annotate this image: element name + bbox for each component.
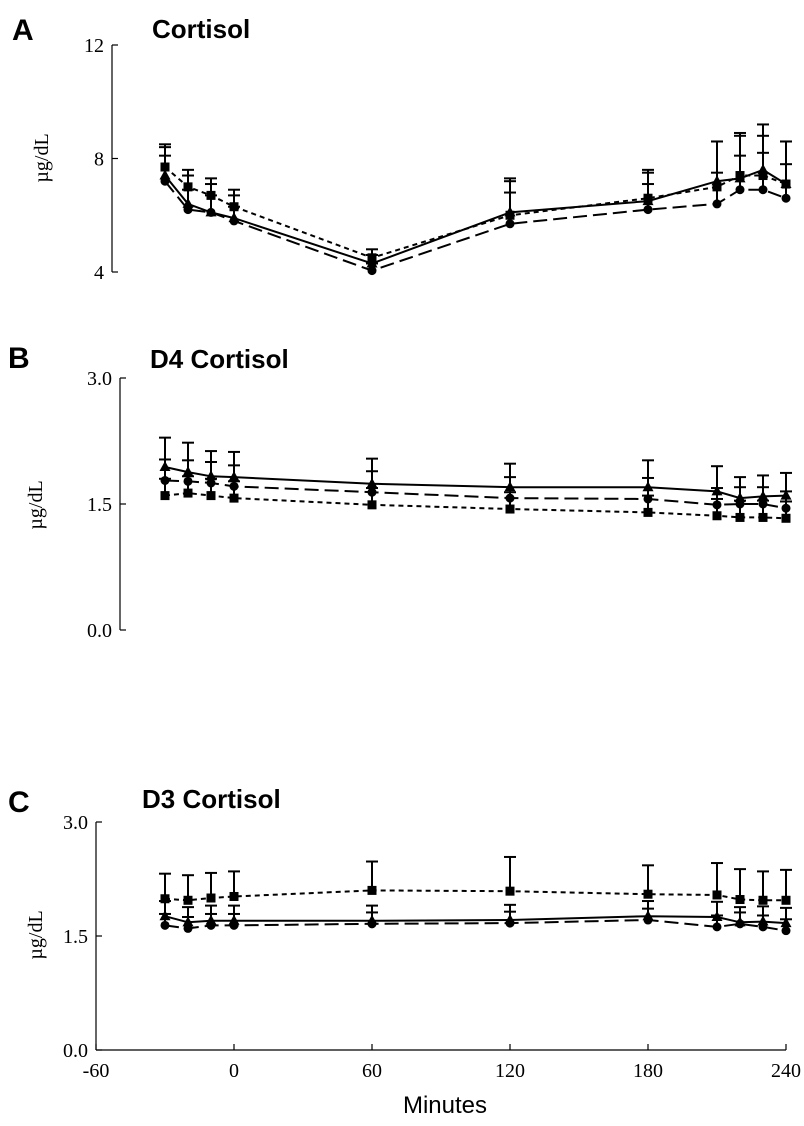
x-tick-label: 120 — [495, 1060, 525, 1082]
data-point — [505, 886, 515, 896]
x-tick-label: 60 — [362, 1060, 382, 1082]
series-line — [164, 889, 786, 902]
data-point — [206, 491, 216, 501]
data-point — [367, 253, 377, 263]
y-tick-label: 4 — [94, 262, 104, 284]
data-point — [712, 199, 722, 209]
series-line — [164, 479, 787, 510]
data-point — [781, 895, 791, 905]
series-line — [164, 466, 787, 500]
x-tick-label: -60 — [83, 1060, 110, 1082]
data-point — [183, 895, 193, 905]
data-point — [367, 885, 377, 895]
data-point — [735, 512, 745, 522]
data-point — [367, 919, 377, 929]
y-axis-label: µg/dL — [25, 910, 47, 959]
series-square — [159, 475, 792, 523]
data-point — [505, 219, 515, 229]
y-tick-label: 1.5 — [87, 494, 112, 516]
data-point — [735, 185, 745, 195]
data-point — [183, 488, 193, 498]
series-line — [164, 168, 787, 265]
panel-letter: A — [12, 14, 34, 47]
x-tick-label: 240 — [771, 1060, 801, 1082]
data-point — [643, 193, 653, 203]
panel-b: B D4 Cortisol µg/dL 0.0 1.5 3.0 — [8, 342, 792, 642]
series-line — [164, 166, 787, 259]
data-point — [183, 205, 193, 215]
series-circle — [159, 907, 792, 936]
data-point — [229, 202, 239, 212]
data-point — [183, 182, 193, 192]
data-point — [183, 923, 193, 933]
data-point — [206, 190, 216, 200]
data-point — [160, 491, 170, 501]
panel-letter: B — [8, 342, 30, 375]
y-axis-label: µg/dL — [31, 133, 53, 182]
y-tick-label: 8 — [94, 149, 104, 171]
data-point — [229, 920, 239, 930]
data-point — [229, 493, 239, 503]
panel-letter: C — [8, 786, 30, 819]
data-point — [206, 920, 216, 930]
panel-title: Cortisol — [152, 14, 250, 44]
data-point — [367, 266, 377, 276]
data-point — [781, 513, 791, 523]
x-tick-label: 180 — [633, 1060, 663, 1082]
data-point — [735, 171, 745, 181]
series-line — [164, 915, 787, 925]
y-tick-label: 12 — [84, 35, 104, 57]
data-point — [712, 182, 722, 192]
data-point — [735, 919, 745, 929]
data-point — [160, 176, 170, 186]
y-tick-label: 1.5 — [63, 926, 88, 948]
y-tick-label: 0.0 — [63, 1040, 88, 1062]
data-point — [781, 926, 791, 936]
data-point — [758, 185, 768, 195]
data-point — [781, 193, 791, 203]
data-point — [758, 895, 768, 905]
panel-c: C D3 Cortisol µg/dL 0.0 1.5 3.0 -60 0 60 120 18… — [8, 784, 801, 1082]
data-point — [758, 922, 768, 932]
data-point — [229, 216, 239, 226]
data-point — [505, 504, 515, 514]
x-tick-label: 0 — [229, 1060, 239, 1082]
data-point — [367, 500, 377, 510]
data-point — [643, 915, 653, 925]
y-tick-label: 3.0 — [87, 368, 112, 390]
panel-a: A Cortisol µg/dL 4 8 12 — [12, 14, 792, 284]
data-point — [712, 890, 722, 900]
data-point — [206, 207, 216, 217]
data-point — [505, 918, 515, 928]
data-point — [643, 889, 653, 899]
y-tick-label: 3.0 — [63, 812, 88, 834]
x-axis-label: Minutes — [403, 1092, 487, 1119]
series-triangle — [159, 436, 792, 503]
data-point — [160, 920, 170, 930]
data-point — [735, 895, 745, 905]
data-point — [758, 512, 768, 522]
data-point — [712, 922, 722, 932]
panel-title: D4 Cortisol — [150, 344, 289, 374]
data-point — [206, 893, 216, 903]
data-point — [781, 179, 791, 189]
panel-title: D3 Cortisol — [142, 784, 281, 814]
series-square — [159, 131, 792, 263]
data-point — [229, 891, 239, 901]
data-point — [643, 205, 653, 215]
series-square — [159, 855, 792, 905]
y-tick-label: 0.0 — [87, 620, 112, 642]
data-point — [160, 894, 170, 904]
series-triangle — [159, 123, 792, 268]
data-point — [505, 210, 515, 220]
data-point — [712, 511, 722, 521]
y-axis-label: µg/dL — [25, 480, 47, 529]
data-point — [758, 171, 768, 181]
data-point — [643, 507, 653, 517]
data-point — [160, 162, 170, 172]
series-line — [164, 180, 787, 272]
